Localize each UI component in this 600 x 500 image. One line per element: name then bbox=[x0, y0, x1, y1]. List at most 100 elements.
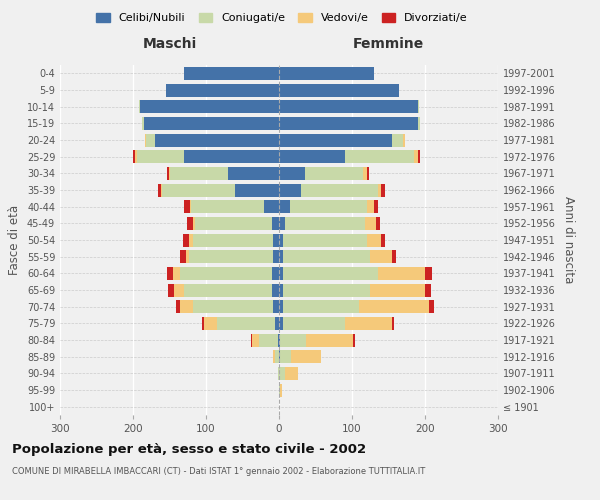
Bar bbox=[169, 167, 228, 180]
Bar bbox=[191, 200, 265, 213]
Bar bbox=[279, 200, 290, 213]
Bar bbox=[180, 300, 193, 313]
Bar bbox=[273, 250, 279, 263]
Bar bbox=[184, 67, 279, 80]
Bar bbox=[259, 334, 278, 346]
Bar bbox=[279, 134, 392, 146]
Bar bbox=[273, 234, 279, 246]
Bar bbox=[158, 184, 161, 196]
Bar bbox=[425, 284, 431, 296]
Bar bbox=[381, 234, 385, 246]
Bar bbox=[187, 217, 193, 230]
Bar bbox=[185, 250, 189, 263]
Bar bbox=[425, 267, 432, 280]
Bar bbox=[166, 84, 279, 96]
Bar bbox=[283, 267, 377, 280]
Bar bbox=[353, 334, 355, 346]
Bar bbox=[184, 150, 279, 163]
Bar bbox=[279, 117, 418, 130]
Bar bbox=[184, 200, 190, 213]
Bar bbox=[169, 167, 170, 180]
Bar bbox=[279, 384, 280, 396]
Bar bbox=[344, 150, 414, 163]
Bar bbox=[184, 284, 272, 296]
Bar bbox=[359, 300, 428, 313]
Bar bbox=[279, 334, 280, 346]
Bar bbox=[283, 234, 367, 246]
Bar bbox=[137, 150, 184, 163]
Bar bbox=[167, 267, 173, 280]
Bar bbox=[142, 117, 144, 130]
Bar bbox=[204, 317, 217, 330]
Bar bbox=[167, 167, 169, 180]
Bar bbox=[275, 317, 279, 330]
Text: Popolazione per età, sesso e stato civile - 2002: Popolazione per età, sesso e stato civil… bbox=[12, 442, 366, 456]
Bar bbox=[279, 234, 283, 246]
Bar bbox=[279, 217, 285, 230]
Bar bbox=[193, 217, 195, 230]
Bar bbox=[190, 200, 191, 213]
Bar bbox=[184, 234, 189, 246]
Bar bbox=[290, 200, 367, 213]
Bar bbox=[414, 150, 418, 163]
Bar bbox=[367, 200, 374, 213]
Bar bbox=[174, 284, 184, 296]
Bar bbox=[155, 134, 279, 146]
Y-axis label: Anni di nascita: Anni di nascita bbox=[562, 196, 575, 284]
Bar bbox=[272, 267, 279, 280]
Bar bbox=[370, 250, 392, 263]
Bar bbox=[418, 117, 420, 130]
Bar bbox=[195, 217, 272, 230]
Bar bbox=[418, 100, 419, 113]
Bar bbox=[193, 234, 273, 246]
Bar bbox=[305, 167, 363, 180]
Bar bbox=[280, 384, 282, 396]
Bar bbox=[292, 350, 320, 363]
Bar bbox=[278, 334, 279, 346]
Bar bbox=[306, 334, 353, 346]
Bar bbox=[272, 284, 279, 296]
Bar bbox=[374, 200, 377, 213]
Bar bbox=[272, 217, 279, 230]
Text: Maschi: Maschi bbox=[142, 37, 197, 51]
Bar bbox=[370, 284, 425, 296]
Bar bbox=[377, 184, 381, 196]
Bar bbox=[135, 150, 137, 163]
Bar bbox=[392, 317, 394, 330]
Bar bbox=[283, 317, 344, 330]
Bar bbox=[392, 134, 403, 146]
Bar bbox=[344, 317, 392, 330]
Bar bbox=[173, 267, 181, 280]
Bar bbox=[279, 284, 283, 296]
Bar bbox=[403, 134, 405, 146]
Bar bbox=[381, 184, 385, 196]
Text: Femmine: Femmine bbox=[353, 37, 424, 51]
Bar bbox=[161, 184, 162, 196]
Bar bbox=[251, 334, 252, 346]
Bar bbox=[279, 317, 283, 330]
Bar bbox=[144, 117, 279, 130]
Bar bbox=[146, 134, 155, 146]
Bar bbox=[193, 300, 273, 313]
Bar bbox=[275, 350, 279, 363]
Text: COMUNE DI MIRABELLA IMBACCARI (CT) - Dati ISTAT 1° gennaio 2002 - Elaborazione T: COMUNE DI MIRABELLA IMBACCARI (CT) - Dat… bbox=[12, 468, 425, 476]
Bar bbox=[392, 250, 396, 263]
Bar bbox=[301, 184, 377, 196]
Bar bbox=[283, 250, 370, 263]
Bar bbox=[365, 217, 376, 230]
Y-axis label: Fasce di età: Fasce di età bbox=[8, 205, 21, 275]
Bar bbox=[279, 267, 283, 280]
Bar bbox=[279, 184, 301, 196]
Bar bbox=[189, 250, 273, 263]
Bar bbox=[273, 350, 275, 363]
Bar bbox=[279, 167, 305, 180]
Bar bbox=[279, 150, 344, 163]
Bar bbox=[283, 284, 370, 296]
Bar bbox=[279, 67, 374, 80]
Bar bbox=[376, 217, 380, 230]
Bar bbox=[168, 284, 174, 296]
Bar bbox=[367, 167, 369, 180]
Bar bbox=[235, 184, 279, 196]
Bar bbox=[279, 300, 283, 313]
Bar bbox=[279, 84, 400, 96]
